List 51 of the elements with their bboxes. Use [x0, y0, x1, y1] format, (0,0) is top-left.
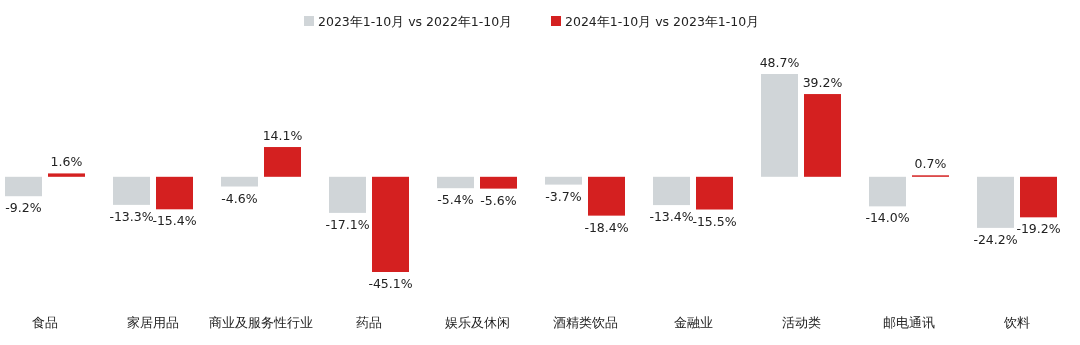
data-label: -24.2%: [973, 231, 1018, 247]
data-label: -4.6%: [221, 190, 258, 206]
data-label: -15.5%: [692, 213, 737, 229]
bar: [437, 176, 474, 189]
bar: [480, 176, 517, 189]
data-label: -15.4%: [152, 213, 197, 229]
bar: [48, 173, 85, 177]
bar: [5, 176, 42, 197]
bar: [113, 176, 150, 205]
x-tick-label: 商业及服务性行业: [209, 315, 313, 330]
x-tick-label: 药品: [356, 315, 382, 330]
bar: [653, 176, 690, 206]
data-label: 39.2%: [802, 75, 843, 91]
legend-label: 2024年1-10月 vs 2023年1-10月: [565, 14, 760, 29]
data-label: -5.6%: [480, 192, 517, 208]
data-label: 0.7%: [914, 156, 947, 172]
bar: [329, 176, 366, 213]
x-tick-label: 食品: [32, 315, 58, 330]
bar: [264, 147, 301, 177]
x-tick-label: 娱乐及休闲: [444, 315, 510, 330]
bar: [804, 94, 841, 177]
data-label: -17.1%: [325, 216, 370, 232]
x-tick-label: 酒精类饮品: [552, 315, 618, 330]
bar: [221, 176, 258, 187]
data-label: -3.7%: [545, 188, 582, 204]
legend-label: 2023年1-10月 vs 2022年1-10月: [318, 14, 513, 29]
bar: [156, 176, 193, 210]
data-label: -13.4%: [649, 209, 694, 225]
bar: [1020, 176, 1057, 218]
bar: [761, 74, 798, 177]
data-label: -9.2%: [5, 200, 42, 216]
x-tick-label: 金融业: [673, 315, 713, 330]
bar: [869, 176, 906, 207]
data-label: -18.4%: [584, 219, 629, 235]
data-label: 1.6%: [50, 154, 83, 170]
x-tick-label: 活动类: [781, 315, 821, 330]
data-label: -13.3%: [109, 208, 154, 224]
bar: [588, 176, 625, 216]
bar: [545, 176, 582, 185]
data-label: -5.4%: [437, 192, 474, 208]
x-tick-label: 家居用品: [127, 315, 179, 330]
data-label: 14.1%: [262, 128, 303, 144]
data-label: -14.0%: [865, 210, 910, 226]
x-tick-label: 饮料: [1003, 315, 1030, 330]
data-label: -19.2%: [1016, 221, 1061, 237]
bar: [372, 176, 409, 272]
bar: [977, 176, 1014, 228]
x-tick-label: 邮电通讯: [883, 315, 935, 330]
bar: [696, 176, 733, 210]
data-label: 48.7%: [759, 55, 800, 70]
data-label: -45.1%: [368, 276, 413, 291]
